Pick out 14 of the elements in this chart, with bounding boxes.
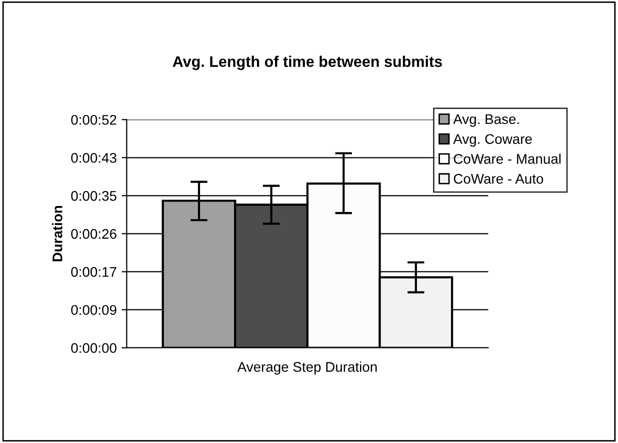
y-tick-label: 0:00:09 [71, 305, 116, 315]
legend-label: CoWare - Manual [454, 154, 561, 164]
y-tick-label: 0:00:43 [71, 152, 116, 163]
legend-label: Avg. Base. [453, 114, 519, 127]
chart-title: Avg. Length of time between submits [172, 56, 442, 70]
legend-label: Avg. Coware [453, 134, 532, 147]
y-tick-label: 0:00:17 [71, 267, 116, 277]
y-tick-label: 0:00:00 [71, 343, 116, 353]
y-axis-title: Duration [52, 206, 62, 262]
y-tick-label: 0:00:35 [71, 190, 116, 201]
y-tick-label: 0:00:52 [71, 114, 116, 125]
legend-label: CoWare - Auto [454, 174, 544, 184]
x-tick-label: Average Step Duration [237, 362, 377, 375]
y-tick-label: 0:00:26 [71, 229, 116, 239]
